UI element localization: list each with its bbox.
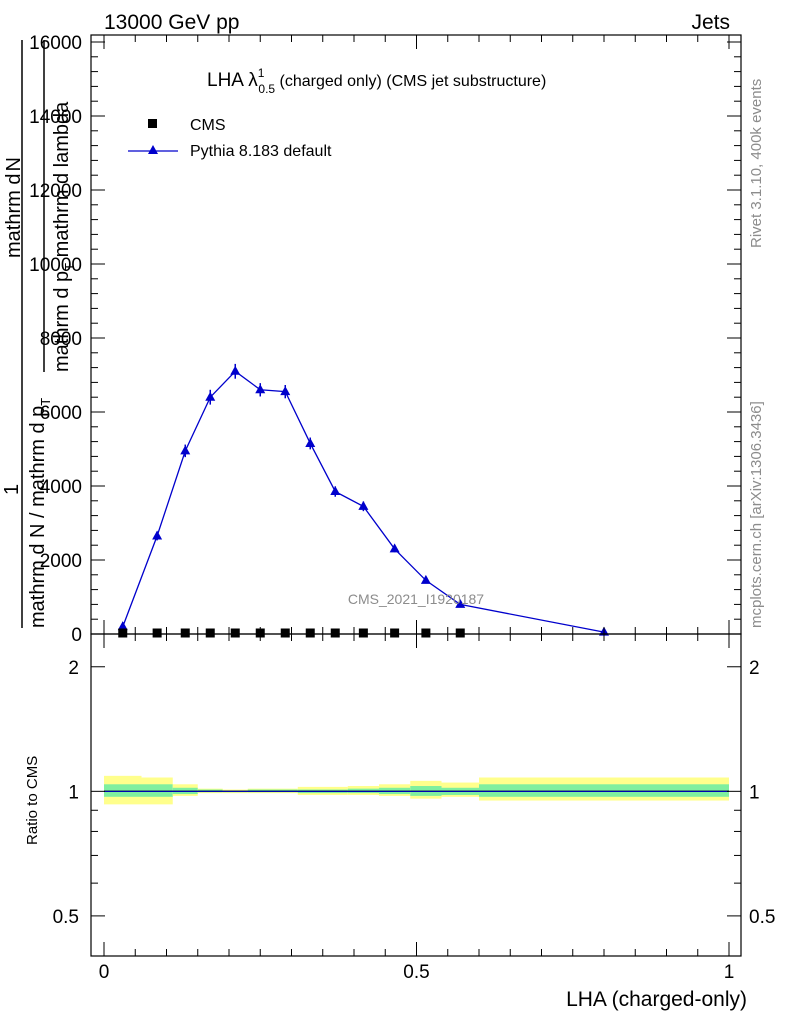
pythia-point — [117, 621, 128, 631]
main-y-tick-label: 4000 — [40, 477, 82, 498]
pythia-point — [358, 500, 369, 510]
ylabel-outer-den-sub: T — [38, 398, 53, 406]
plot-title-rest: (charged only) (CMS jet substructure) — [275, 73, 546, 90]
main-panel-frame — [90, 34, 742, 635]
main-y-tick-label: 2000 — [40, 551, 82, 572]
main-y-axis-label: 1 mathrm d N / mathrm d pT mathrm dN mat… — [1, 40, 77, 628]
cms-point — [421, 628, 431, 638]
rivet-version-label: Rivet 3.1.10, 400k events — [748, 79, 765, 248]
main-panel-axes: 0 2000 4000 6000 8000 10000 12000 14000 16000 — [29, 33, 741, 646]
cms-point — [280, 628, 290, 638]
ratio-band-inner — [479, 784, 729, 797]
ylabel-top-sup: N — [3, 157, 25, 171]
main-y-tick-label: 14000 — [29, 107, 82, 128]
main-y-tick-label: 0 — [71, 625, 82, 646]
main-y-tick-label: 12000 — [29, 181, 82, 202]
pythia-point — [420, 574, 431, 584]
x-tick-label: 1 — [724, 962, 735, 983]
plot-title-sup: 1 — [258, 66, 265, 80]
main-y-tick-label: 6000 — [40, 403, 82, 424]
ratio-band-inner — [141, 784, 173, 797]
ratio-y-tick-label: 1 — [68, 782, 79, 803]
mcplots-label: mcplots.cern.ch [arXiv:1306.3436] — [748, 401, 765, 628]
pythia-point — [180, 445, 191, 455]
cms-point — [358, 628, 368, 638]
cms-point — [390, 628, 400, 638]
pythia-point — [330, 486, 341, 496]
pythia-point — [389, 543, 400, 553]
ylabel-inner-denominator: mathrm d pT mathrm d lambda — [51, 101, 77, 372]
main-y-tick-label: 16000 — [29, 33, 82, 54]
cms-point — [455, 628, 465, 638]
pythia-point — [255, 384, 266, 394]
collision-label: 13000 GeV pp — [104, 11, 239, 34]
ratio-y-tick-label: 0.5 — [53, 907, 79, 928]
ratio-y-tick-label: 2 — [68, 658, 79, 679]
cms-point — [152, 628, 162, 638]
ylabel-bot-main: mathrm d p — [51, 271, 73, 372]
x-tick-label: 0.5 — [403, 962, 429, 983]
x-tick-label: 0 — [99, 962, 110, 983]
legend-pythia-marker — [148, 145, 158, 154]
pythia-point — [205, 391, 216, 401]
pythia-point — [455, 598, 466, 608]
ratio-panel-frame — [90, 633, 742, 957]
cms-point — [118, 628, 128, 638]
cms-point — [305, 628, 315, 638]
cms-point — [330, 628, 340, 638]
legend-cms-label: CMS — [190, 117, 226, 134]
pythia-point — [230, 365, 241, 375]
cms-point — [180, 628, 190, 638]
legend-pythia-label: Pythia 8.183 default — [190, 143, 332, 160]
category-label: Jets — [691, 11, 730, 34]
ratio-y-axis-label: Ratio to CMS — [24, 756, 41, 845]
pythia-point — [280, 386, 291, 396]
pythia-point — [305, 437, 316, 447]
ylabel-outer-denominator: mathrm d N / mathrm d pT — [27, 398, 53, 628]
cms-point — [205, 628, 215, 638]
ratio-y-tick-label-right: 2 — [749, 658, 760, 679]
cms-point — [230, 628, 240, 638]
ratio-y-tick-label-right: 1 — [749, 782, 760, 803]
ratio-band-inner — [104, 784, 142, 797]
legend: CMS Pythia 8.183 default — [128, 117, 332, 160]
main-y-tick-label: 10000 — [29, 255, 82, 276]
ratio-panel-axes: 0.5 0.5 1 1 2 2 0 0.5 1 — [53, 634, 775, 983]
ylabel-top-main: mathrm d — [3, 174, 25, 258]
main-y-tick-label: 8000 — [40, 329, 82, 350]
ylabel-inner-numerator: mathrm d N — [3, 157, 25, 258]
pythia-line — [122, 370, 605, 633]
ylabel-bot-rest: mathrm d lambda — [51, 101, 73, 263]
ratio-y-tick-label-right: 0.5 — [749, 907, 775, 928]
ylabel-outer-den-main: mathrm d N / mathrm d p — [27, 406, 49, 628]
plot-title-sub: 0.5 — [258, 82, 275, 96]
plot-title-main: LHA λ — [207, 70, 258, 91]
ratio-panel-bands — [104, 775, 729, 805]
ylabel-outer-numerator: 1 — [1, 484, 23, 495]
analysis-watermark: CMS_2021_I1920187 — [348, 591, 484, 607]
pythia-point — [152, 530, 163, 540]
legend-cms-marker — [148, 119, 157, 128]
plot-title: LHA λ1 0.5 (charged only) (CMS jet substr… — [207, 66, 546, 96]
ylabel-bot-sub: T — [62, 263, 77, 271]
x-axis-label: LHA (charged-only) — [566, 988, 747, 1011]
